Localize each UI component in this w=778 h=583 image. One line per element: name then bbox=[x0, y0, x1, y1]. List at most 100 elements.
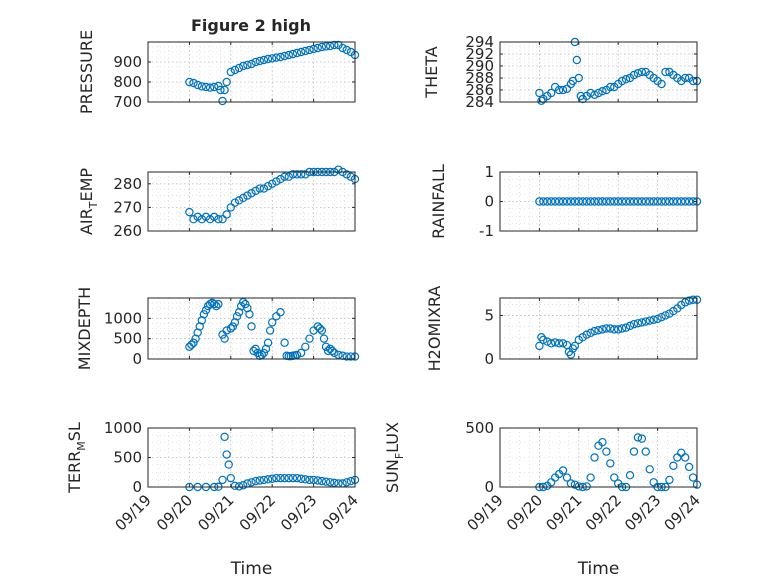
data-point bbox=[554, 197, 564, 206]
data-point bbox=[234, 482, 244, 491]
data-point bbox=[226, 203, 235, 212]
data-point bbox=[578, 197, 587, 206]
data-point bbox=[218, 214, 227, 224]
subplot-4: -1 0 1 RAINFALL bbox=[429, 163, 702, 240]
data-point bbox=[653, 314, 662, 324]
y-axis-label: SUNFLUX bbox=[383, 422, 406, 493]
data-point bbox=[598, 86, 607, 96]
data-point bbox=[606, 459, 615, 468]
x-tick-label: 09/22 bbox=[582, 491, 625, 534]
x-tick-label: 09/20 bbox=[153, 491, 196, 534]
data-point bbox=[313, 43, 322, 53]
data-point bbox=[263, 475, 273, 484]
data-point bbox=[199, 310, 209, 319]
data-point bbox=[189, 214, 198, 224]
y-tick-label: 270 bbox=[113, 198, 142, 216]
data-point bbox=[325, 478, 335, 487]
data-point bbox=[342, 478, 351, 487]
data-point bbox=[547, 88, 556, 98]
data-point bbox=[572, 55, 582, 65]
y-tick-label: 292 bbox=[465, 45, 494, 63]
y-axis-label: AIRTEMP bbox=[77, 168, 100, 235]
data-point bbox=[222, 326, 231, 335]
data-point bbox=[263, 338, 273, 347]
data-point bbox=[554, 85, 564, 95]
data-point bbox=[317, 42, 327, 52]
data-point bbox=[280, 338, 289, 347]
data-point bbox=[665, 197, 674, 206]
data-point bbox=[317, 476, 327, 486]
x-tick-label: 09/19 bbox=[464, 491, 507, 534]
data-point bbox=[226, 67, 235, 77]
data-point bbox=[189, 78, 198, 88]
data-point bbox=[680, 73, 690, 83]
y-tick-label: 1 bbox=[484, 163, 494, 181]
data-point bbox=[558, 197, 568, 206]
data-point bbox=[305, 475, 314, 485]
y-tick-label: 288 bbox=[465, 69, 494, 87]
data-point bbox=[684, 197, 694, 206]
data-point bbox=[543, 337, 552, 346]
x-tick-label: 09/23 bbox=[621, 491, 664, 534]
data-point bbox=[245, 310, 254, 319]
data-point bbox=[346, 172, 356, 181]
data-point bbox=[602, 197, 611, 206]
data-point bbox=[268, 474, 277, 483]
data-point bbox=[558, 85, 568, 95]
data-point bbox=[284, 50, 293, 60]
data-point bbox=[228, 322, 238, 331]
x-axis-label: Time bbox=[577, 559, 620, 579]
data-point bbox=[296, 170, 306, 179]
data-point bbox=[342, 170, 351, 179]
data-point bbox=[602, 447, 611, 456]
data-point bbox=[220, 334, 229, 343]
data-point bbox=[633, 197, 643, 206]
data-point bbox=[625, 321, 635, 331]
data-point bbox=[185, 207, 194, 217]
data-point bbox=[259, 55, 269, 65]
data-point bbox=[255, 184, 264, 193]
data-point bbox=[292, 48, 302, 58]
data-point bbox=[230, 198, 240, 207]
data-point bbox=[243, 60, 252, 70]
x-axis-label: Time bbox=[230, 559, 273, 579]
data-point bbox=[657, 312, 666, 322]
data-point bbox=[641, 317, 650, 326]
data-point bbox=[284, 473, 293, 483]
data-point bbox=[247, 322, 256, 331]
data-point bbox=[251, 186, 260, 196]
data-point bbox=[259, 348, 269, 358]
data-point bbox=[590, 90, 599, 100]
data-point bbox=[222, 77, 231, 87]
data-point bbox=[201, 82, 211, 92]
y-axis-label: TERRMSL bbox=[65, 422, 88, 494]
data-point bbox=[680, 197, 690, 206]
data-point bbox=[661, 311, 670, 320]
y-tick-label: 286 bbox=[465, 81, 494, 99]
x-tick-label: 09/24 bbox=[661, 491, 704, 534]
data-point bbox=[554, 339, 564, 348]
data-point bbox=[342, 45, 351, 55]
data-point bbox=[272, 53, 281, 62]
data-point bbox=[239, 61, 248, 71]
data-point bbox=[218, 96, 227, 106]
data-point bbox=[259, 475, 269, 485]
data-point bbox=[617, 197, 627, 206]
data-point bbox=[330, 40, 339, 50]
data-point bbox=[313, 476, 322, 485]
data-point bbox=[346, 352, 356, 361]
y-tick-label: 260 bbox=[113, 222, 142, 240]
data-point bbox=[255, 476, 264, 485]
data-point bbox=[547, 339, 556, 348]
data-point bbox=[222, 450, 231, 459]
x-tick-label: 09/23 bbox=[277, 491, 320, 534]
data-point bbox=[614, 197, 623, 206]
subplot-6: 0 5 H2OMIXRA bbox=[425, 286, 702, 371]
data-point bbox=[621, 323, 631, 332]
data-point bbox=[265, 326, 275, 335]
data-point bbox=[305, 45, 314, 55]
data-point bbox=[263, 181, 273, 191]
data-point bbox=[276, 52, 285, 62]
data-point bbox=[539, 335, 548, 345]
